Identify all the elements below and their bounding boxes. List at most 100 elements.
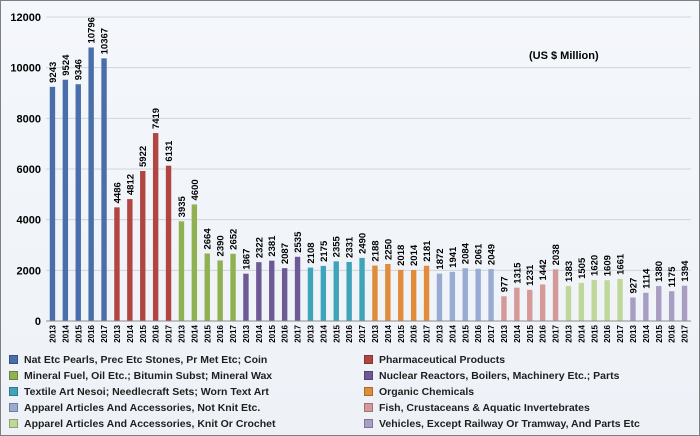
bar (668, 291, 675, 321)
legend-swatch (9, 371, 18, 380)
data-label: 10796 (87, 17, 98, 43)
data-label: 1380 (654, 261, 665, 282)
data-label: 2061 (474, 243, 485, 265)
x-tick-label: 2017 (616, 324, 625, 342)
y-tick-label: 4000 (17, 215, 41, 227)
bar (527, 289, 533, 321)
data-label: 2049 (487, 244, 498, 265)
data-label: 2322 (254, 237, 265, 258)
x-tick-label: 2014 (513, 324, 522, 342)
bar (307, 267, 314, 321)
bar (565, 285, 572, 321)
data-label: 1867 (241, 249, 252, 270)
bar (256, 262, 262, 321)
data-label: 9524 (61, 54, 72, 76)
legend-label: Vehicles, Except Railway Or Tramway, And… (379, 417, 640, 430)
bar (140, 170, 146, 321)
bar (436, 273, 443, 321)
legend-label: Mineral Fuel, Oil Etc.; Bitumin Subst; M… (24, 369, 273, 382)
bar (230, 253, 236, 321)
bar (152, 133, 159, 321)
x-tick-label: 2014 (61, 324, 70, 342)
bar (475, 268, 481, 321)
data-label: 10367 (100, 28, 111, 54)
legend-label: Textile Art Nesoi; Needlecraft Sets; Wor… (24, 385, 269, 398)
bar (604, 280, 610, 321)
legend-swatch (9, 419, 18, 428)
x-tick-label: 2013 (306, 324, 315, 342)
legend-item: Organic Chemicals (364, 385, 474, 398)
data-label: 2250 (383, 239, 394, 260)
bar (449, 271, 456, 321)
y-tick-label: 10000 (10, 63, 41, 75)
y-tick-label: 8000 (17, 113, 41, 125)
bar (294, 256, 301, 321)
bar (101, 58, 107, 322)
bar (501, 296, 507, 321)
x-tick-label: 2017 (681, 324, 690, 342)
data-label: 1175 (667, 266, 678, 287)
data-label: 927 (628, 278, 639, 294)
x-tick-label: 2013 (500, 324, 509, 342)
data-label: 2175 (319, 240, 330, 262)
bar (320, 265, 327, 321)
x-tick-label: 2013 (177, 324, 186, 342)
data-label: 2038 (551, 244, 562, 265)
data-label: 3935 (177, 195, 188, 217)
data-label: 7419 (151, 108, 162, 129)
legend-swatch (364, 387, 373, 396)
data-label: 1114 (641, 268, 652, 289)
bar (114, 207, 120, 321)
legend-label: Apparel Articles And Accessories, Not Kn… (24, 401, 261, 414)
bar (165, 165, 172, 321)
bar (656, 286, 662, 321)
x-tick-label: 2016 (152, 324, 161, 342)
x-tick-label: 2016 (410, 324, 419, 342)
y-tick-label: 2000 (17, 265, 41, 277)
bar (49, 86, 56, 322)
legend: Nat Etc Pearls, Prec Etc Stones, Pr Met … (9, 353, 699, 435)
data-label: 5922 (138, 146, 149, 167)
legend-swatch (9, 403, 18, 412)
x-tick-label: 2015 (461, 324, 470, 342)
y-tick-label: 0 (35, 316, 41, 328)
bar (281, 268, 288, 321)
data-label: 2664 (203, 228, 214, 250)
data-label: 1505 (577, 257, 588, 279)
data-label: 1383 (564, 261, 575, 282)
data-label: 1872 (435, 248, 446, 269)
legend-item: Nat Etc Pearls, Prec Etc Stones, Pr Met … (9, 353, 267, 366)
unit-note: (US $ Million) (529, 50, 599, 62)
x-tick-label: 2016 (281, 324, 290, 342)
data-label: 2108 (306, 242, 317, 263)
data-label: 1315 (512, 262, 523, 284)
x-tick-label: 2015 (203, 324, 212, 342)
data-label: 2490 (358, 233, 369, 254)
x-tick-label: 2014 (642, 324, 651, 342)
legend-item: Mineral Fuel, Oil Etc.; Bitumin Subst; M… (9, 369, 272, 382)
data-label: 2181 (422, 240, 433, 262)
bar (423, 265, 430, 321)
x-tick-label: 2015 (526, 324, 535, 342)
x-tick-label: 2013 (242, 324, 251, 342)
legend-label: Apparel Articles And Accessories, Knit O… (24, 417, 276, 430)
x-tick-label: 2013 (629, 324, 638, 342)
legend-swatch (364, 371, 373, 380)
legend-item: Textile Art Nesoi; Needlecraft Sets; Wor… (9, 385, 269, 398)
data-label: 1442 (538, 259, 549, 280)
legend-label: Pharmaceutical Products (379, 353, 506, 366)
data-label: 9243 (48, 62, 59, 83)
bar (514, 287, 520, 321)
bar (243, 273, 249, 321)
data-label: 2355 (332, 235, 343, 257)
bar (643, 292, 649, 321)
legend-swatch (9, 355, 18, 364)
data-label: 2084 (461, 242, 472, 264)
x-tick-label: 2015 (397, 324, 406, 342)
legend-swatch (364, 419, 373, 428)
data-label: 977 (499, 276, 510, 292)
bar (217, 260, 223, 321)
legend-item: Vehicles, Except Railway Or Tramway, And… (364, 417, 640, 430)
legend-item: Nuclear Reactors, Boilers, Machinery Etc… (364, 369, 619, 382)
data-label: 4486 (112, 182, 123, 203)
